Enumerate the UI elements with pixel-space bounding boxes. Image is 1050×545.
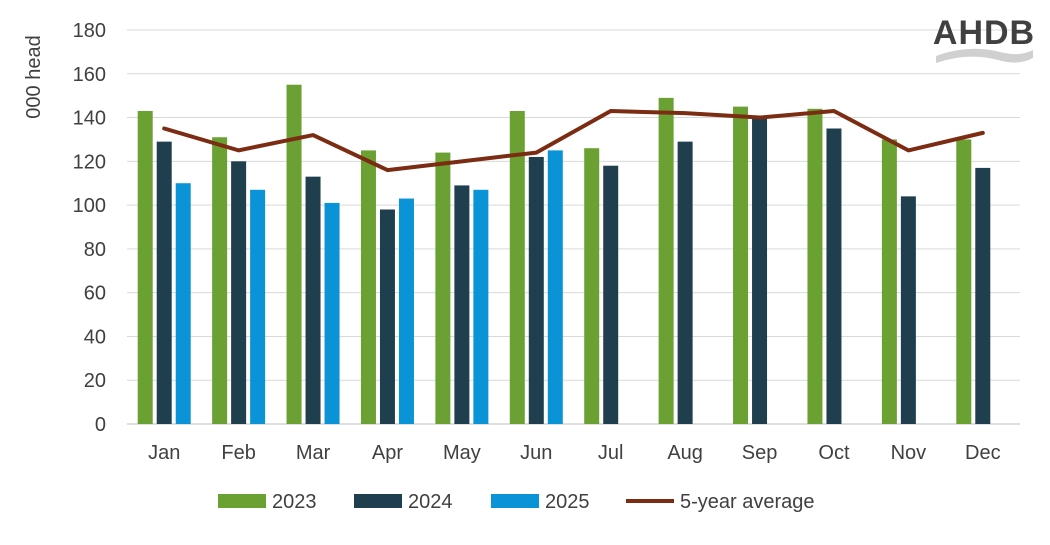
bar-2023: [212, 137, 228, 424]
y-tick-label: 100: [73, 195, 106, 217]
x-tick-label: Nov: [891, 442, 927, 464]
ahdb-logo: AHDB: [933, 14, 1035, 63]
x-tick-label: Sep: [742, 442, 778, 464]
legend-label-5-year-average: 5-year average: [680, 491, 815, 513]
bar-2024: [231, 161, 247, 425]
five-year-average-line: [162, 108, 985, 173]
y-tick-label: 20: [84, 370, 106, 392]
x-tick-label: Feb: [221, 442, 255, 464]
logo-swoosh: [936, 48, 1033, 63]
bar-2024: [379, 209, 395, 424]
x-tick-label: Apr: [372, 442, 403, 464]
x-tick-label: Mar: [296, 442, 331, 464]
bar-2023: [360, 150, 376, 424]
y-tick-label: 0: [95, 414, 106, 436]
y-tick-label: 60: [84, 283, 106, 305]
bar-2025: [324, 202, 340, 424]
legend-label-2025: 2025: [545, 491, 590, 513]
bar-2025: [473, 189, 489, 424]
x-tick-label: May: [443, 442, 481, 464]
bar-2024: [826, 128, 842, 424]
bars: [137, 84, 991, 425]
legend-label-2024: 2024: [408, 491, 453, 513]
bar-2023: [509, 110, 525, 424]
y-tick-label: 140: [73, 108, 106, 130]
bar-2025: [250, 189, 266, 424]
bar-2023: [658, 97, 674, 424]
legend-label-2023: 2023: [272, 491, 317, 513]
bar-2023: [286, 84, 302, 424]
bar-2025: [175, 183, 191, 424]
y-tick-label: 80: [84, 239, 106, 261]
legend-swatch-2025: [491, 494, 539, 508]
x-tick-label: Jun: [520, 442, 552, 464]
bar-2024: [156, 141, 172, 424]
bar-2025: [398, 198, 414, 424]
bar-2025: [547, 150, 563, 424]
bar-2023: [807, 108, 823, 425]
bar-2023: [137, 110, 153, 424]
x-tick-label: Oct: [818, 442, 850, 464]
bar-2023: [956, 139, 972, 424]
bar-2024: [677, 141, 693, 424]
y-tick-label: 40: [84, 326, 106, 348]
bar-2024: [752, 117, 768, 425]
bar-2024: [528, 156, 544, 424]
x-tick-label: Jul: [598, 442, 624, 464]
legend: 2023 2024 2025 5-year average: [218, 491, 815, 513]
y-tick-label: 180: [73, 20, 106, 42]
bar-2024: [603, 165, 619, 424]
y-tick-label: 120: [73, 151, 106, 173]
bar-2024: [454, 185, 470, 424]
bar-2024: [305, 176, 321, 424]
gridlines: [127, 29, 1020, 425]
x-tick-label: Dec: [965, 442, 1001, 464]
y-axis-title: 000 head: [23, 35, 45, 118]
bar-2024: [900, 196, 916, 424]
axes: 0 20 40 60 80 100 120 140 160 180 000 head Jan Feb Ma…: [23, 20, 1001, 464]
average-line-group: [162, 108, 985, 173]
x-tick-label: Aug: [667, 442, 703, 464]
bar-2023: [733, 106, 749, 424]
y-tick-label: 160: [73, 64, 106, 86]
logo-text: AHDB: [933, 14, 1035, 52]
bar-2023: [584, 148, 600, 424]
bar-2023: [881, 139, 897, 424]
bar-2024: [975, 167, 991, 424]
bar-2023: [435, 152, 451, 425]
legend-swatch-2024: [354, 494, 402, 508]
legend-swatch-2023: [218, 494, 266, 508]
x-tick-label: Jan: [148, 442, 180, 464]
